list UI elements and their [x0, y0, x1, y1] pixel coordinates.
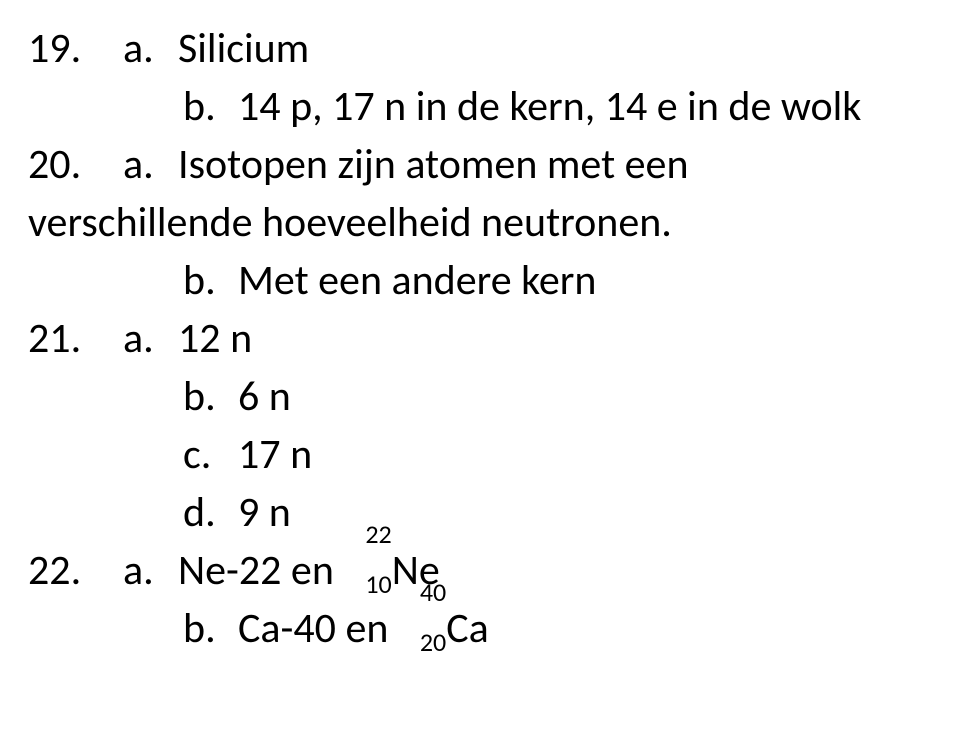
q22-a-content: Ne-22 en 2210Ne — [178, 542, 440, 600]
q19-line-b: b. 14 p, 17 n in de kern, 14 e in de wol… — [28, 78, 925, 136]
answer-sheet: 19. a. Silicium b. 14 p, 17 n in de kern… — [0, 0, 960, 677]
q22-b-z: 20 — [420, 629, 446, 655]
q21-line-c: c. 17 n — [28, 426, 925, 484]
q20-a-text-1: Isotopen zijn atomen met een — [178, 136, 689, 194]
q22-b-label: b. — [183, 600, 238, 658]
q20-line-a2: verschillende hoeveelheid neutronen. — [28, 194, 925, 252]
q19-b-text: 14 p, 17 n in de kern, 14 e in de wolk — [238, 78, 861, 136]
q20-line-a1: 20. a. Isotopen zijn atomen met een — [28, 136, 925, 194]
q21-b-label: b. — [183, 368, 238, 426]
q21-c-text: 17 n — [238, 426, 312, 484]
q21-c-label: c. — [183, 426, 238, 484]
q21-line-b: b. 6 n — [28, 368, 925, 426]
q22-b-content: Ca-40 en 4020Ca — [238, 600, 489, 658]
q20-line-b: b. Met een andere kern — [28, 252, 925, 310]
q20-b-text: Met een andere kern — [238, 252, 596, 310]
q21-d-text: 9 n — [238, 484, 291, 542]
q22-number: 22. — [28, 542, 123, 600]
q21-line-a: 21. a. 12 n — [28, 310, 925, 368]
q19-number: 19. — [28, 20, 123, 78]
q21-d-label: d. — [183, 484, 238, 542]
q22-a-prefix: Ne-22 en — [178, 545, 343, 596]
q20-number: 20. — [28, 136, 123, 194]
q19-a-text: Silicium — [178, 20, 309, 78]
q22-a-label: a. — [123, 542, 178, 600]
q22-b-isotope-prescript: 4020 — [398, 600, 446, 642]
q22-line-b: b. Ca-40 en 4020Ca — [28, 600, 925, 658]
q19-a-label: a. — [123, 20, 178, 78]
q20-b-label: b. — [183, 252, 238, 310]
q21-a-label: a. — [123, 310, 178, 368]
q22-line-a: 22. a. Ne-22 en 2210Ne — [28, 542, 925, 600]
q22-b-prefix: Ca-40 en — [238, 603, 398, 654]
q22-a-isotope-prescript: 2210 — [343, 542, 391, 584]
q19-b-label: b. — [183, 78, 238, 136]
q21-line-d: d. 9 n — [28, 484, 925, 542]
q21-a-text: 12 n — [178, 310, 252, 368]
q22-b-symbol: Ca — [446, 603, 489, 654]
q22-b-mass: 40 — [420, 579, 446, 605]
q21-b-text: 6 n — [238, 368, 291, 426]
q21-number: 21. — [28, 310, 123, 368]
q20-a-text-2: verschillende hoeveelheid neutronen. — [28, 197, 672, 248]
q20-a-label: a. — [123, 136, 178, 194]
q22-a-z: 10 — [365, 571, 391, 597]
q22-a-mass: 22 — [365, 521, 391, 547]
q19-line-a: 19. a. Silicium — [28, 20, 925, 78]
